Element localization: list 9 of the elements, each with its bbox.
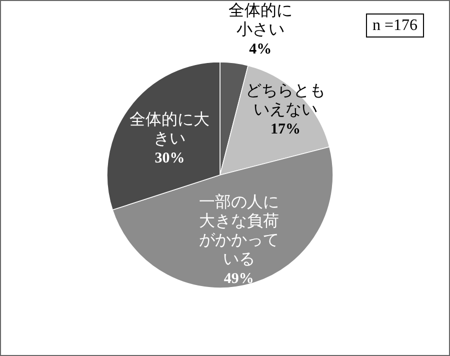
slice-label: 一部の人に大きな負荷がかかっている xyxy=(198,193,279,268)
text: n =176 xyxy=(372,17,418,34)
slice-label: 全体的に大きい xyxy=(130,110,210,148)
data-label: 30% xyxy=(154,150,185,166)
data-label: 4% xyxy=(249,41,272,58)
slice-label: 全体的に小さい xyxy=(228,2,292,38)
slice-label: どちらともいえない xyxy=(246,82,326,118)
data-label: 17% xyxy=(270,121,301,138)
data-label: 49% xyxy=(224,271,254,288)
